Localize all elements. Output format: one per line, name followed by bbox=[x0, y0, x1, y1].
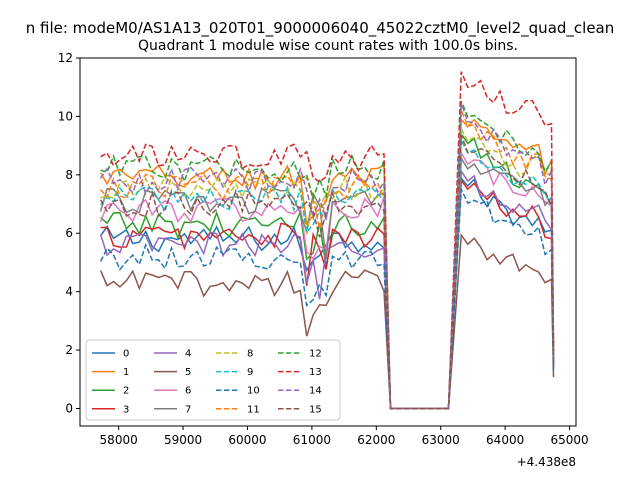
x-tick-label: 61000 bbox=[293, 433, 331, 447]
y-tick-label: 6 bbox=[65, 226, 73, 240]
series-line-15 bbox=[99, 134, 555, 410]
x-axis-ticks: 58000 59000 60000 61000 62000 63000 64000 65000 bbox=[100, 426, 589, 447]
y-tick-label: 2 bbox=[65, 343, 73, 357]
legend-label-11: 11 bbox=[247, 404, 260, 415]
legend-label-2: 2 bbox=[123, 386, 129, 397]
x-tick-label: 62000 bbox=[357, 433, 395, 447]
series-line-9 bbox=[100, 137, 555, 410]
series-line-11 bbox=[100, 110, 555, 410]
legend-label-14: 14 bbox=[309, 386, 322, 397]
legend-label-3: 3 bbox=[123, 404, 129, 415]
y-tick-label: 8 bbox=[65, 168, 73, 182]
x-tick-label: 58000 bbox=[100, 433, 138, 447]
y-tick-label: 0 bbox=[65, 401, 73, 415]
legend-label-5: 5 bbox=[185, 367, 191, 378]
legend-label-0: 0 bbox=[123, 349, 129, 360]
legend-label-8: 8 bbox=[247, 349, 253, 360]
series-line-5 bbox=[99, 232, 555, 410]
series-line-1 bbox=[99, 117, 555, 410]
series-line-4 bbox=[99, 168, 555, 410]
x-tick-label: 64000 bbox=[486, 433, 524, 447]
legend-label-7: 7 bbox=[185, 404, 191, 415]
legend-label-13: 13 bbox=[309, 367, 322, 378]
legend-frame bbox=[85, 339, 341, 421]
series-line-0 bbox=[99, 176, 555, 410]
legend-label-9: 9 bbox=[247, 367, 253, 378]
x-axis-offset-label: +4.438e8 bbox=[517, 455, 576, 469]
series-line-14 bbox=[99, 103, 555, 410]
chart-title: Quadrant 1 module wise count rates with … bbox=[138, 38, 518, 54]
legend-label-6: 6 bbox=[185, 386, 191, 397]
legend-label-4: 4 bbox=[185, 349, 191, 360]
legend-label-15: 15 bbox=[309, 404, 322, 415]
axes-frame bbox=[79, 57, 577, 427]
plot-lines bbox=[99, 71, 555, 410]
series-line-12 bbox=[100, 100, 555, 410]
y-tick-label: 10 bbox=[58, 109, 73, 123]
legend-label-12: 12 bbox=[309, 349, 322, 360]
x-tick-label: 63000 bbox=[422, 433, 460, 447]
x-tick-label: 65000 bbox=[550, 433, 588, 447]
legend-label-1: 1 bbox=[123, 367, 129, 378]
legend-label-10: 10 bbox=[247, 386, 260, 397]
series-line-10 bbox=[99, 186, 555, 410]
y-tick-label: 12 bbox=[58, 51, 73, 65]
y-tick-label: 4 bbox=[65, 285, 73, 299]
x-tick-label: 59000 bbox=[164, 433, 202, 447]
y-axis-ticks: 0 2 4 6 8 10 12 bbox=[58, 51, 80, 415]
figure-suptitle: n file: modeM0/AS1A13_020T01_9000006040_… bbox=[26, 19, 615, 38]
x-tick-label: 60000 bbox=[228, 433, 266, 447]
series-line-13 bbox=[100, 71, 555, 410]
